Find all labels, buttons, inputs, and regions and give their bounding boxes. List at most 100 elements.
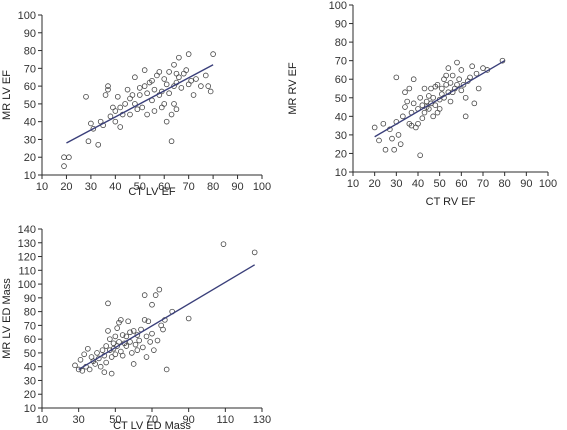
rv-ef-data-point [469,63,475,70]
lv-ed-mass-data-point [118,317,124,323]
lv-ef-x-tick-label: 70 [183,181,195,193]
rv-ef-data-point [460,81,467,88]
rv-ef-y-tick-label: 10 [335,167,347,179]
lv-ed-mass-x-tick-label: 90 [183,414,195,426]
lv-ef-regression-line [66,64,214,144]
lv-ef-x-tick-label: 40 [109,181,121,193]
rv-ef-data-point [406,85,413,92]
rv-ef-data-point [445,65,452,71]
rv-ef-y-axis-label: MR RV EF [287,62,299,115]
lv-ef-data-point [198,83,204,89]
lv-ef-x-tick-label: 60 [158,181,170,193]
lv-ef-y-tick-label: 90 [24,28,36,40]
lv-ef-data-point [85,138,92,145]
lv-ed-mass-y-tick-label: 70 [24,320,36,332]
lv-ef-data-point [168,111,175,118]
lv-ed-mass-data-point [107,336,113,342]
lv-ed-mass-x-tick-label: 70 [146,414,158,426]
rv-ef-data-point [395,132,402,138]
rv-ef-data-point [454,81,460,88]
lv-ed-mass-data-point [156,286,163,293]
lv-ef-y-tick-label: 60 [24,81,36,93]
rv-ef-y-tick-label: 50 [335,93,347,105]
rv-ef-data-point [382,146,389,153]
lv-ef-data-point [136,85,143,91]
lv-ed-mass-y-tick-label: 110 [18,265,36,277]
lv-ef-x-tick-label: 10 [36,181,48,193]
lv-ed-mass-data-point [149,330,155,337]
lv-ed-mass-data-point [77,357,84,363]
lv-ef-data-point [163,118,170,125]
rv-ef-data-point [467,74,473,81]
lv-ed-mass-data-point [140,344,146,351]
rv-ef-data-point [410,76,417,83]
lv-ef-x-tick-label: 30 [85,181,97,193]
lv-ef-x-tick-label: 90 [231,181,243,193]
lv-ef-data-point [105,86,111,93]
lv-ef-data-point [105,83,111,89]
lv-ef-data-point [166,69,172,75]
rv-ef-data-point [447,80,454,86]
lv-ef-x-tick-label: 80 [207,181,219,193]
lv-ef-data-point [95,141,102,148]
lv-ef-data-point [176,74,182,81]
lv-ef-y-tick-label: 10 [24,170,36,182]
lv-ef-data-point [176,54,182,61]
lv-ed-mass-data-point [123,343,130,349]
lv-ed-mass-data-point [94,350,100,356]
lv-ef-data-point [144,90,150,97]
lv-ed-mass-data-point [119,352,126,359]
rv-ef-x-tick-label: 40 [412,178,424,190]
lv-ef-y-tick-label: 70 [24,63,36,75]
rv-ef-x-tick-label: 10 [347,178,359,190]
rv-ef-y-tick-label: 40 [335,111,347,123]
lv-ed-mass-y-axis-label: MR LV ED Mass [1,278,13,359]
lv-ed-mass-data-point [86,366,93,373]
lv-ed-mass-data-point [251,249,258,256]
lv-ed-mass-data-point [149,301,155,308]
lv-ed-mass-y-tick-label: 140 [18,224,36,236]
lv-ef-data-point [127,111,133,118]
lv-ed-mass-data-point [110,340,117,347]
lv-ef-data-point [107,113,114,120]
rv-ef-x-tick-label: 100 [539,178,557,190]
lv-ed-mass-data-point [108,354,115,360]
lv-ed-mass-data-point [99,347,106,353]
rv-ef-data-point [415,120,421,127]
lv-ef-x-axis-label: CT LV EF [128,186,176,198]
lv-ef-data-point [166,90,172,97]
rv-ef-data-point [449,72,456,79]
rv-ef-data-point [473,70,480,77]
rv-ef-data-point [436,106,443,112]
lv-ed-mass-data-point [110,345,117,352]
lv-ef-data-point [185,51,192,57]
lv-ed-mass-data-point [75,366,82,373]
lv-ef-data-point [102,92,109,98]
lv-ed-mass-data-point [129,350,135,356]
lv-ef-data-point [163,81,170,88]
lv-ef-data-point [83,93,89,100]
rv-ef-x-tick-label: 80 [499,178,511,190]
lv-ed-mass-data-point [130,361,137,367]
rv-ef-data-point [400,113,406,120]
rv-ef-x-tick-label: 70 [477,178,489,190]
lv-ef-data-point [202,72,209,79]
rv-ef-x-tick-label: 50 [434,178,446,190]
rv-ef-y-tick-label: 20 [335,148,347,160]
lv-ef-data-point [141,67,148,73]
lv-ef-data-point [66,154,72,161]
lv-ed-mass-data-point [105,328,111,334]
lv-ef-data-point [112,118,119,125]
rv-ef-data-point [421,109,428,116]
lv-ef-data-point [61,163,67,169]
lv-ed-mass-data-point [103,359,109,366]
lv-ed-mass-x-tick-label: 110 [217,414,235,426]
lv-ed-mass-data-point [160,326,166,333]
lv-ef-y-tick-label: 100 [18,10,36,22]
lv-ed-mass-data-point [154,337,161,344]
lv-ef-data-point [183,67,190,73]
lv-ed-mass-y-tick-label: 30 [24,375,36,387]
lv-ef-data-point [161,76,168,82]
lv-ef-data-point [149,77,155,84]
rv-ef-data-point [439,85,445,92]
